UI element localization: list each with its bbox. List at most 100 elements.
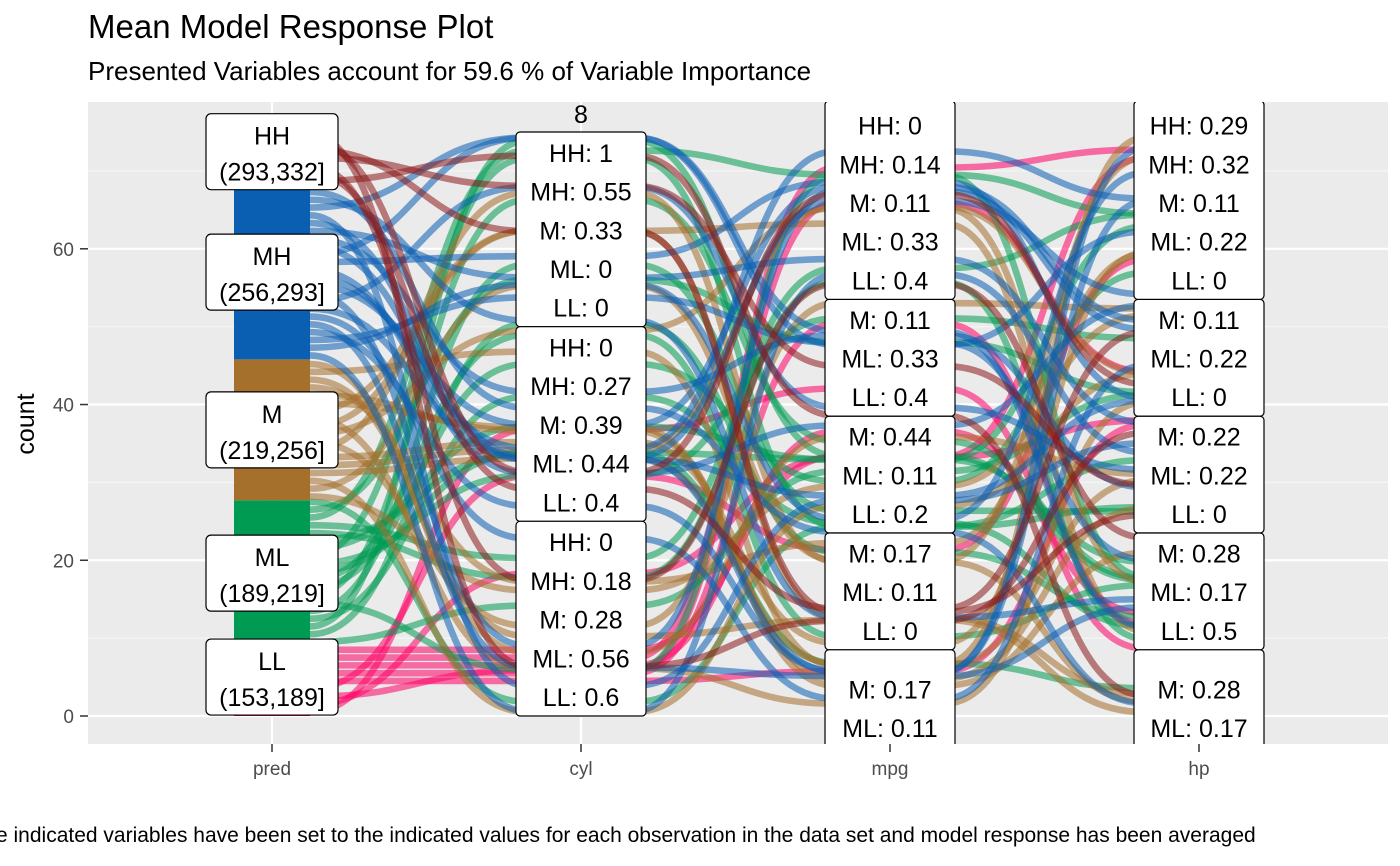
flow-MH xyxy=(634,664,837,680)
flow-MH xyxy=(634,497,837,690)
flow-M xyxy=(634,220,837,235)
flow-M xyxy=(943,477,1146,669)
stratum-label: 8 xyxy=(574,101,588,129)
stratum-label: ML: 0 xyxy=(550,256,613,284)
flow-HH xyxy=(634,617,837,670)
y-tick-label: 60 xyxy=(53,240,74,261)
flow-MH xyxy=(634,404,837,536)
stratum-box-cyl xyxy=(515,520,647,717)
flow-MH xyxy=(943,528,1146,707)
stratum-label: M: 0.17 xyxy=(848,676,931,704)
pred-label-box xyxy=(205,233,339,311)
pred-label-range: (153,189] xyxy=(219,684,325,712)
flow-MH xyxy=(309,313,528,542)
flow-HH xyxy=(943,511,1146,616)
flow-HH xyxy=(943,429,1146,625)
stratum-label: MH: 0.14 xyxy=(839,151,941,179)
stratum-label: M: 0.11 xyxy=(1158,307,1240,335)
stratum-label: HH: 1 xyxy=(549,140,613,168)
flow-HH xyxy=(309,131,528,670)
flow-ML xyxy=(634,147,837,179)
y-tick-label: 20 xyxy=(53,551,74,572)
stratum-label: M: 0.33 xyxy=(539,217,622,245)
flow-HH xyxy=(634,152,837,419)
stratum-label: LL: 0.4 xyxy=(543,489,620,517)
flow-HH xyxy=(943,412,1146,699)
flow-HH xyxy=(634,485,837,612)
stratum-label: LL: 0.5 xyxy=(1161,618,1237,646)
chart-subtitle: Presented Variables account for 59.6 % o… xyxy=(88,56,812,86)
stratum-label: M: 0.11 xyxy=(849,307,931,335)
stratum-label: M: 0.28 xyxy=(539,607,622,635)
flow-MH xyxy=(634,535,837,703)
flow-MH xyxy=(943,404,1146,474)
pred-label-name: HH xyxy=(254,123,290,151)
pred-label-box xyxy=(205,534,339,612)
stratum-label: LL: 0.4 xyxy=(852,267,929,295)
y-tick-label: 40 xyxy=(53,396,74,417)
stratum-label: LL: 0 xyxy=(1171,267,1227,295)
pred-label-name: ML xyxy=(255,544,290,572)
stratum-label: ML: 0.33 xyxy=(841,346,938,374)
stratum-label: M: 0.44 xyxy=(848,424,931,452)
flow-MH xyxy=(943,255,1146,426)
stratum-label: HH: 0 xyxy=(549,335,613,363)
flow-M xyxy=(309,477,528,716)
flow-M xyxy=(634,502,837,716)
y-axis-label: count xyxy=(12,393,40,454)
flow-ML xyxy=(309,602,528,646)
stratum-label: LL: 0 xyxy=(553,295,609,323)
flow-HH xyxy=(943,280,1146,541)
stratum-label: ML: 0.11 xyxy=(842,462,937,490)
stratum-label: M: 0.39 xyxy=(539,412,622,440)
pred-label-range: (219,256] xyxy=(219,437,325,465)
flow-ML xyxy=(309,471,528,568)
stratum-label: HH: 0 xyxy=(858,113,922,141)
flow-HH xyxy=(634,182,837,370)
chart-caption: e indicated variables have been set to t… xyxy=(0,824,1256,847)
stratum-label: LL: 0.6 xyxy=(543,684,619,712)
stratum-label: LL: 0.4 xyxy=(852,384,929,412)
flow-MH xyxy=(309,352,528,715)
stratum-label: LL: 0 xyxy=(1171,384,1227,412)
flow-M xyxy=(309,384,528,585)
stratum-label: ML: 0.22 xyxy=(1150,229,1247,257)
flow-HH xyxy=(634,227,837,616)
stratum-label: LL: 0.2 xyxy=(852,501,928,529)
flow-LL xyxy=(943,146,1146,171)
stratum-label: M: 0.11 xyxy=(1158,190,1240,218)
stratum-label: ML: 0.56 xyxy=(532,645,629,673)
pred-label-range: (189,219] xyxy=(219,580,325,608)
stratum-label: MH: 0.55 xyxy=(530,179,631,207)
stratum-label: ML: 0.22 xyxy=(1150,462,1247,490)
flow-M xyxy=(943,616,1146,716)
pred-label-box xyxy=(205,113,339,191)
stratum-label: M: 0.22 xyxy=(1157,424,1240,452)
stratum-box-mpg xyxy=(824,649,956,744)
stratum-box-hp xyxy=(1133,649,1265,744)
stratum-label: MH: 0.32 xyxy=(1148,151,1249,179)
flow-M xyxy=(634,348,837,669)
pred-label-name: M xyxy=(262,401,283,429)
stratum-label: ML: 0.17 xyxy=(1150,579,1247,607)
x-tick-label-cyl: cyl xyxy=(569,759,592,780)
flow-MH xyxy=(943,302,1146,429)
stratum-label: ML: 0.22 xyxy=(1150,346,1247,374)
flow-ML xyxy=(943,171,1146,217)
flow-HH xyxy=(943,328,1146,612)
stratum-label: LL: 0 xyxy=(1171,501,1227,529)
flow-ML xyxy=(943,503,1146,531)
stratum-label: M: 0.17 xyxy=(848,540,931,568)
flow-HH xyxy=(634,190,837,476)
pred-label-box xyxy=(205,638,339,716)
stratum-label: MH: 0.27 xyxy=(530,373,631,401)
flow-MH xyxy=(943,595,1146,621)
pred-label-range: (256,293] xyxy=(219,279,325,307)
flow-MH xyxy=(943,147,1146,202)
flow-HH xyxy=(943,190,1146,388)
flow-MH xyxy=(634,455,837,676)
flow-ML xyxy=(943,315,1146,342)
flow-MH xyxy=(634,134,837,335)
y-tick-label: 0 xyxy=(63,707,74,728)
